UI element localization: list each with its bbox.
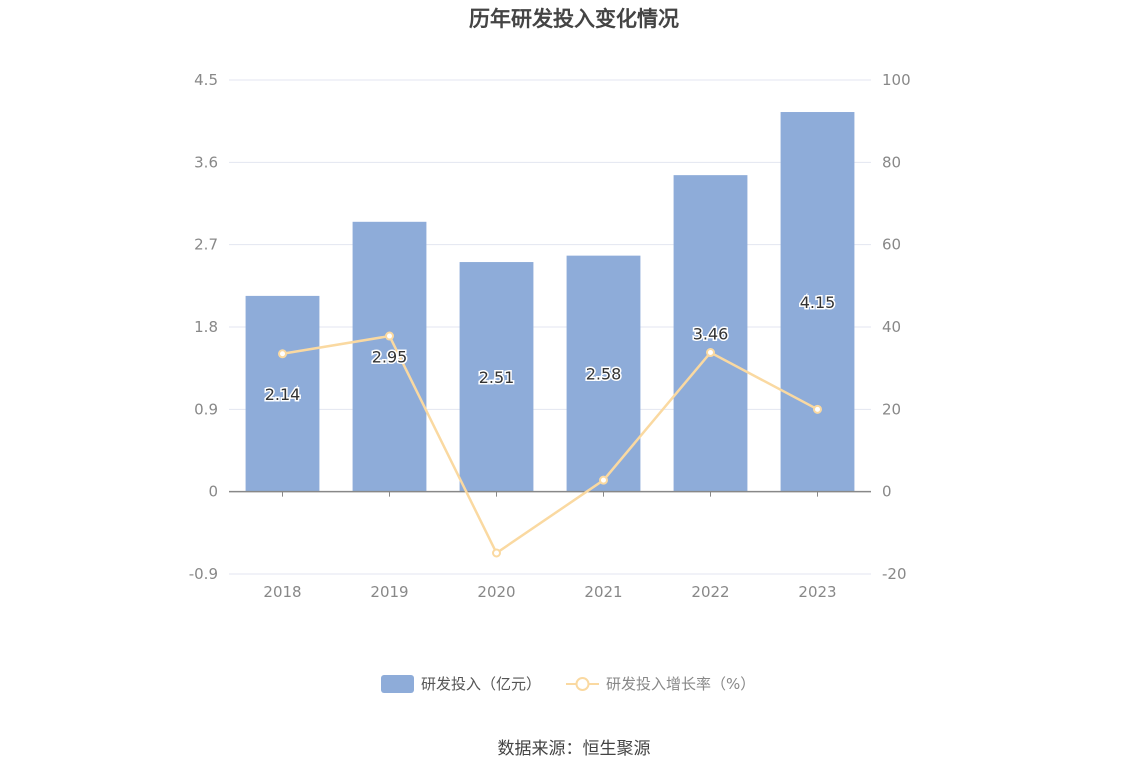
growth-rate-point-2023 xyxy=(813,404,822,414)
bar-value-label: 2.51 xyxy=(479,368,515,387)
left-tick-label: 0.9 xyxy=(194,400,218,418)
legend[interactable]: 研发投入（亿元） 研发投入增长率（%） xyxy=(381,675,755,693)
bar-2022 xyxy=(673,175,748,492)
bar-2023 xyxy=(780,112,855,492)
legend-bar-label: 研发投入（亿元） xyxy=(421,675,541,693)
left-tick-label: 0 xyxy=(208,483,218,501)
bar-value-label: 4.15 xyxy=(800,293,836,312)
left-tick-label: 2.7 xyxy=(194,236,218,254)
legend-bar-swatch xyxy=(381,675,414,693)
x-tick-label: 2019 xyxy=(370,583,408,601)
legend-item-line[interactable]: 研发投入增长率（%） xyxy=(566,675,755,693)
data-source-text: 数据来源：恒生聚源 xyxy=(498,739,651,759)
bar-2019 xyxy=(352,221,427,492)
bar-value-labels: 2.14 2.95 2.51 2.58 3.46 4.15 xyxy=(263,291,837,405)
x-tick-label: 2020 xyxy=(477,583,515,601)
x-axis: 2018 2019 2020 2021 2022 2023 xyxy=(229,490,871,601)
bar-value-label: 3.46 xyxy=(693,324,729,343)
bar-2018 xyxy=(245,295,320,492)
line-series xyxy=(278,331,822,558)
right-tick-label: -20 xyxy=(882,565,907,583)
growth-rate-point-2019 xyxy=(385,331,394,341)
left-tick-label: 3.6 xyxy=(194,153,218,171)
grid-lines xyxy=(229,79,871,575)
growth-rate-point-2021 xyxy=(599,475,608,485)
x-tick-label: 2023 xyxy=(798,583,836,601)
right-tick-label: 20 xyxy=(882,400,901,418)
left-tick-label: 1.8 xyxy=(194,318,218,336)
bar-series xyxy=(245,112,855,492)
left-tick-label: -0.9 xyxy=(189,565,218,583)
right-tick-label: 60 xyxy=(882,236,901,254)
growth-rate-point-2022 xyxy=(706,348,715,358)
right-y-axis: 100 80 60 40 20 0 -20 xyxy=(882,71,911,583)
bar-value-label: 2.58 xyxy=(586,365,622,384)
right-tick-label: 100 xyxy=(882,71,911,89)
left-y-axis: 4.5 3.6 2.7 1.8 0.9 0 -0.9 xyxy=(189,71,218,583)
legend-line-label: 研发投入增长率（%） xyxy=(606,675,755,693)
bar-value-label: 2.14 xyxy=(265,385,301,404)
legend-line-marker xyxy=(575,677,590,691)
legend-item-bar[interactable]: 研发投入（亿元） xyxy=(381,675,541,693)
x-tick-label: 2021 xyxy=(584,583,622,601)
left-tick-label: 4.5 xyxy=(194,71,218,89)
growth-rate-line xyxy=(282,334,819,555)
right-tick-label: 40 xyxy=(882,318,901,336)
x-tick-label: 2018 xyxy=(263,583,301,601)
chart-title: 历年研发投入变化情况 xyxy=(469,7,679,31)
right-tick-label: 0 xyxy=(882,483,892,501)
growth-rate-point-2020 xyxy=(492,548,501,558)
growth-rate-point-2018 xyxy=(278,349,287,359)
x-tick-label: 2022 xyxy=(691,583,729,601)
bar-value-label: 2.95 xyxy=(372,348,408,367)
bar-2020 xyxy=(459,262,534,492)
right-tick-label: 80 xyxy=(882,153,901,171)
